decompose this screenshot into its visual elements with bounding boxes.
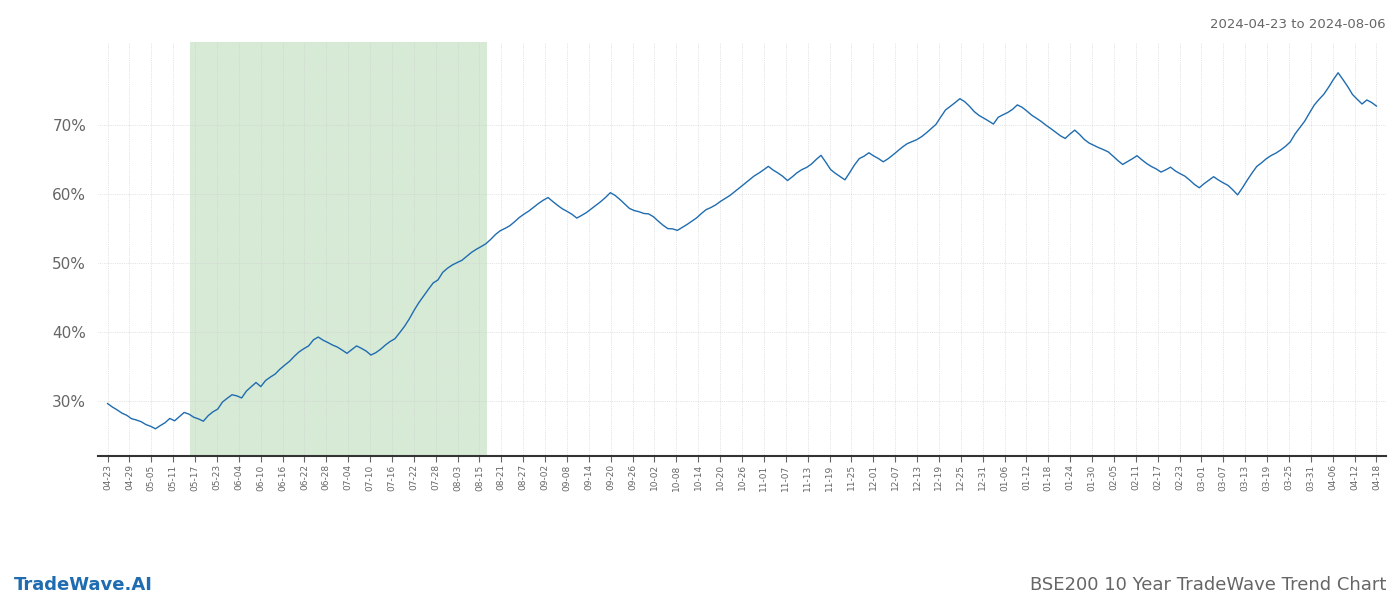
Bar (190, 42, 487, 456)
Text: 2024-04-23 to 2024-08-06: 2024-04-23 to 2024-08-06 (1211, 18, 1386, 31)
Text: BSE200 10 Year TradeWave Trend Chart: BSE200 10 Year TradeWave Trend Chart (1029, 576, 1386, 594)
Text: TradeWave.AI: TradeWave.AI (14, 576, 153, 594)
